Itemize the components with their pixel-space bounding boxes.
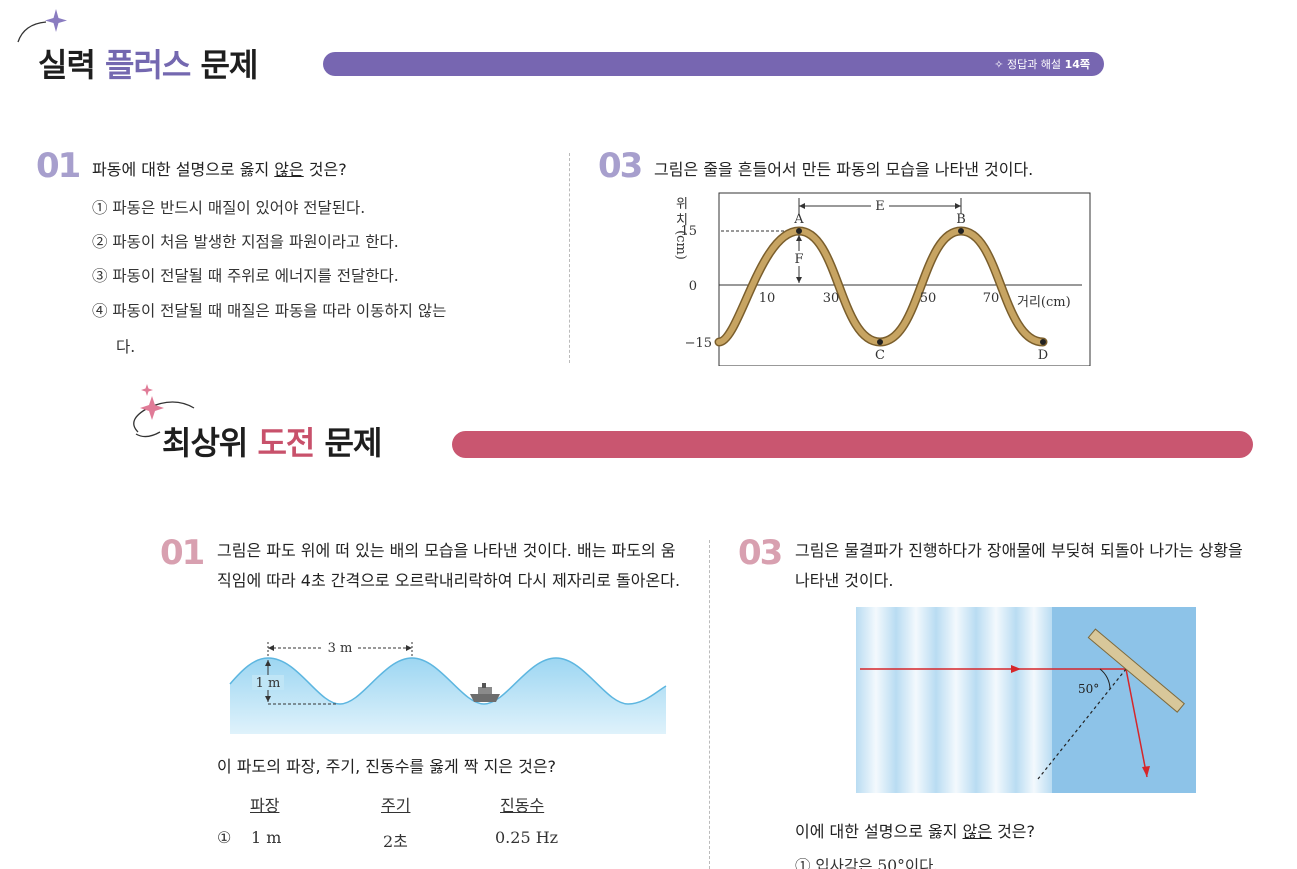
x-tick-70: 70 — [983, 291, 1000, 306]
column-divider — [709, 540, 710, 869]
reflected-ray — [1125, 668, 1148, 778]
question-prompt: 이에 대한 설명으로 옳지 않은 것은? — [795, 822, 1036, 841]
column-divider — [569, 153, 570, 363]
question-number: 01 — [36, 146, 81, 186]
row-1-frequency: 0.25 Hz — [495, 828, 559, 847]
choice-1[interactable]: ① 파동은 반드시 매질이 있어야 전달된다. — [92, 199, 366, 217]
label-a: A — [793, 212, 804, 227]
label-e: E — [875, 199, 885, 214]
x-axis-label: 거리(cm) — [1017, 295, 1071, 310]
sea-body — [230, 658, 666, 734]
question-prompt: 이 파도의 파장, 주기, 진동수를 옳게 짝 지은 것은? — [217, 757, 557, 776]
label-b: B — [956, 212, 966, 227]
y-tick-0: 0 — [689, 279, 697, 294]
label-d: D — [1038, 348, 1048, 363]
sparkle-icon — [17, 9, 67, 43]
row-1-number[interactable]: ① — [217, 828, 232, 847]
question-number: 03 — [598, 146, 643, 186]
section-header-bar: ✧ 정답과 해설 14쪽 — [323, 52, 1104, 76]
x-tick-50: 50 — [920, 291, 937, 306]
label-c: C — [875, 348, 885, 363]
boat-icon — [470, 683, 500, 702]
question-number: 01 — [160, 533, 205, 573]
angle-label: 50° — [1078, 682, 1099, 696]
row-1-wavelength: 1 m — [251, 828, 282, 847]
choice-2[interactable]: ② 파동이 처음 발생한 지점을 파원이라고 한다. — [92, 233, 399, 251]
question-stem: 파동에 대한 설명으로 옳지 않은 것은? — [92, 160, 347, 179]
section-title-top-challenge: 최상위 도전 문제 — [162, 424, 382, 462]
answer-reference: ✧ 정답과 해설 14쪽 — [994, 58, 1090, 71]
header-wavelength: 파장 — [250, 796, 280, 815]
x-tick-10: 10 — [759, 291, 776, 306]
y-label-char-1: 위 — [676, 197, 688, 212]
y-tick-15: 15 — [680, 224, 697, 239]
point-b — [958, 228, 964, 234]
wavelength-label: 3 m — [328, 641, 353, 656]
label-f: F — [794, 252, 803, 267]
question-stem: 그림은 줄을 흔들어서 만든 파동의 모습을 나타낸 것이다. — [654, 160, 1034, 179]
reflection-figure: 50° — [856, 607, 1196, 793]
point-c — [877, 339, 883, 345]
question-number: 03 — [738, 533, 783, 573]
y-tick-minus-15: −15 — [685, 336, 712, 351]
rope-wave-outline — [714, 226, 1048, 347]
choice-1[interactable]: ① 입사각은 50°이다. — [795, 857, 939, 869]
header-frequency: 진동수 — [500, 796, 545, 815]
y-label-char-2: 치 — [676, 213, 688, 228]
question-stem: 그림은 파도 위에 떠 있는 배의 모습을 나타낸 것이다. 배는 파도의 움직… — [217, 541, 681, 590]
point-d — [1040, 339, 1046, 345]
question-stem: 그림은 물결파가 진행하다가 장애물에 부딪혀 되돌아 나가는 상황을 나타낸 … — [795, 541, 1243, 590]
choice-4-continued: 다. — [116, 338, 136, 356]
y-label-unit: (cm) — [673, 230, 688, 260]
choice-3[interactable]: ③ 파동이 전달될 때 주위로 에너지를 전달한다. — [92, 267, 399, 285]
wave-surface — [229, 657, 667, 705]
row-1-period: 2초 — [383, 832, 408, 851]
x-tick-30: 30 — [823, 291, 840, 306]
graph-frame — [718, 192, 1091, 366]
sparkle-icon — [133, 384, 195, 438]
section-title-skill-plus: 실력 플러스 문제 — [38, 46, 258, 84]
choice-4[interactable]: ④ 파동이 전달될 때 매질은 파동을 따라 이동하지 않는 — [92, 302, 447, 320]
obstacle-board — [1087, 628, 1185, 713]
sparkle-small-icon: ✧ — [994, 58, 1004, 71]
amplitude-label: 1 m — [256, 676, 281, 691]
section-header-bar — [452, 431, 1253, 458]
ocean-wave-figure: 3 m 1 m — [229, 640, 667, 734]
header-period: 주기 — [381, 796, 411, 815]
point-a — [796, 228, 802, 234]
wave-graph: A B C D E F 위 치 (cm) 15 0 −15 10 30 50 7… — [673, 192, 1091, 366]
rope-wave — [716, 227, 1046, 346]
